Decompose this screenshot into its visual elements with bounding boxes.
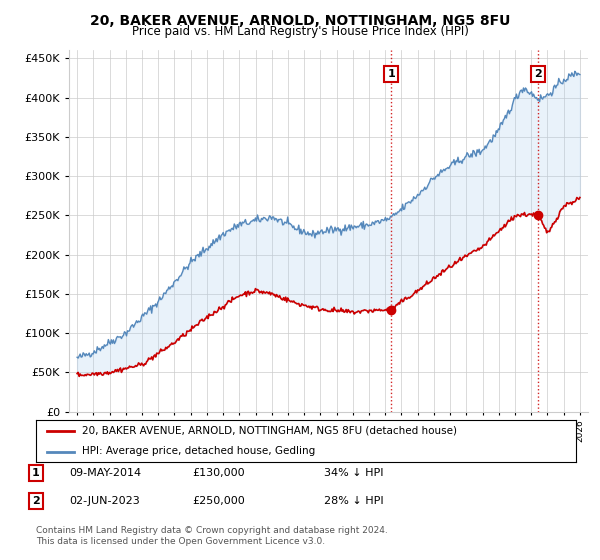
Text: £130,000: £130,000 bbox=[192, 468, 245, 478]
Text: 2: 2 bbox=[32, 496, 40, 506]
Text: 02-JUN-2023: 02-JUN-2023 bbox=[69, 496, 140, 506]
Text: Contains HM Land Registry data © Crown copyright and database right 2024.
This d: Contains HM Land Registry data © Crown c… bbox=[36, 526, 388, 546]
Text: 2: 2 bbox=[534, 69, 542, 79]
Text: 28% ↓ HPI: 28% ↓ HPI bbox=[324, 496, 383, 506]
Text: Price paid vs. HM Land Registry's House Price Index (HPI): Price paid vs. HM Land Registry's House … bbox=[131, 25, 469, 38]
Text: 20, BAKER AVENUE, ARNOLD, NOTTINGHAM, NG5 8FU: 20, BAKER AVENUE, ARNOLD, NOTTINGHAM, NG… bbox=[90, 14, 510, 28]
Text: 09-MAY-2014: 09-MAY-2014 bbox=[69, 468, 141, 478]
Text: £250,000: £250,000 bbox=[192, 496, 245, 506]
Text: 1: 1 bbox=[32, 468, 40, 478]
Text: 34% ↓ HPI: 34% ↓ HPI bbox=[324, 468, 383, 478]
Text: 20, BAKER AVENUE, ARNOLD, NOTTINGHAM, NG5 8FU (detached house): 20, BAKER AVENUE, ARNOLD, NOTTINGHAM, NG… bbox=[82, 426, 457, 436]
Text: 1: 1 bbox=[387, 69, 395, 79]
Text: HPI: Average price, detached house, Gedling: HPI: Average price, detached house, Gedl… bbox=[82, 446, 315, 456]
